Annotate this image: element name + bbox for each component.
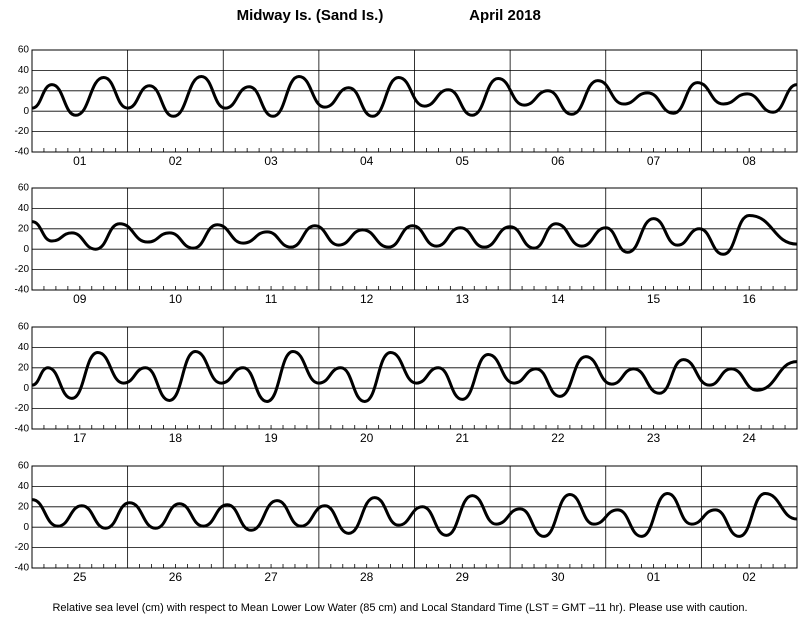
tide-line <box>31 75 798 118</box>
y-tick-label: -20 <box>15 126 30 137</box>
day-label: 23 <box>647 431 661 445</box>
day-label: 18 <box>169 431 183 445</box>
day-label: 08 <box>743 154 757 168</box>
day-label: 24 <box>743 431 757 445</box>
day-label: 04 <box>360 154 374 168</box>
y-tick-label: -20 <box>15 264 30 275</box>
day-label: 14 <box>551 292 565 306</box>
y-tick-label: -20 <box>15 403 30 414</box>
day-label: 20 <box>360 431 374 445</box>
chart-subtitle: April 2018 <box>469 7 541 24</box>
day-label: 09 <box>73 292 87 306</box>
day-label: 22 <box>551 431 565 445</box>
day-label: 12 <box>360 292 374 306</box>
y-tick-label: 60 <box>18 183 30 194</box>
tide-line <box>31 492 798 538</box>
y-tick-label: 0 <box>23 106 29 117</box>
day-label: 28 <box>360 570 374 584</box>
day-label: 05 <box>456 154 470 168</box>
day-label: 10 <box>169 292 183 306</box>
y-tick-label: 0 <box>23 383 29 394</box>
day-label: 02 <box>743 570 757 584</box>
day-label: 17 <box>73 431 87 445</box>
day-label: 29 <box>456 570 470 584</box>
y-tick-label: -40 <box>15 563 30 574</box>
y-tick-label: 60 <box>18 322 30 333</box>
y-tick-label: 40 <box>18 65 30 76</box>
y-tick-label: 20 <box>18 501 30 512</box>
y-tick-label: 40 <box>18 481 30 492</box>
y-tick-label: 60 <box>18 461 30 472</box>
day-label: 02 <box>169 154 183 168</box>
day-label: 06 <box>551 154 565 168</box>
day-label: 21 <box>456 431 470 445</box>
y-tick-label: -40 <box>15 285 30 296</box>
y-tick-label: 40 <box>18 342 30 353</box>
day-label: 16 <box>743 292 757 306</box>
day-label: 11 <box>265 292 278 306</box>
y-tick-label: 0 <box>23 522 29 533</box>
day-label: 15 <box>647 292 661 306</box>
day-label: 26 <box>169 570 183 584</box>
y-tick-label: 20 <box>18 85 30 96</box>
y-tick-label: -20 <box>15 542 30 553</box>
day-label: 13 <box>456 292 470 306</box>
day-label: 27 <box>264 570 278 584</box>
day-label: 30 <box>551 570 565 584</box>
day-label: 01 <box>647 570 661 584</box>
y-tick-label: -40 <box>15 424 30 435</box>
tide-line <box>31 214 798 256</box>
day-label: 03 <box>264 154 278 168</box>
footnote: Relative sea level (cm) with respect to … <box>52 602 747 614</box>
y-tick-label: 20 <box>18 362 30 373</box>
tide-line <box>31 349 798 403</box>
y-tick-label: 0 <box>23 244 29 255</box>
y-tick-label: 60 <box>18 45 30 56</box>
chart-title: Midway Is. (Sand Is.) <box>237 7 384 24</box>
day-label: 25 <box>73 570 87 584</box>
y-tick-label: -40 <box>15 147 30 158</box>
y-tick-label: 40 <box>18 203 30 214</box>
day-label: 07 <box>647 154 661 168</box>
day-label: 19 <box>264 431 278 445</box>
day-label: 01 <box>73 154 87 168</box>
y-tick-label: 20 <box>18 223 30 234</box>
